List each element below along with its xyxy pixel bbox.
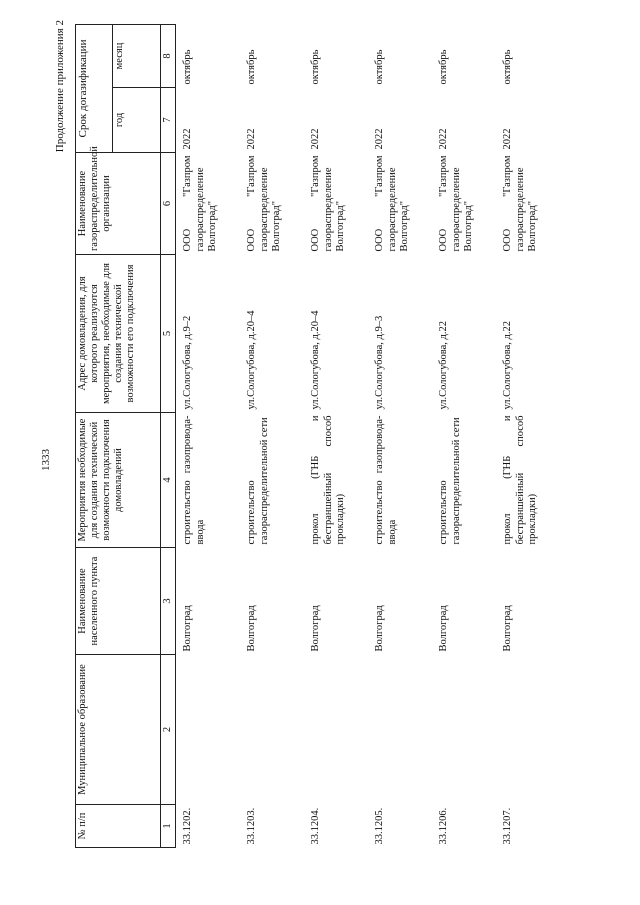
column-number: 3 bbox=[160, 547, 176, 655]
cell-row-number: 33.1207. bbox=[502, 807, 513, 845]
cell-month: октябрь bbox=[310, 49, 321, 85]
header-municipality: Муниципальное образование bbox=[75, 654, 161, 805]
header-measures: Мероприятия необходимые для создания тех… bbox=[75, 412, 161, 548]
cell-organization: ООО "Газпром газораспределение Волгоград… bbox=[502, 155, 538, 252]
cell-year: 2022 bbox=[246, 128, 257, 150]
column-number: 1 bbox=[160, 804, 176, 848]
table-row: 33.1205. Волгоград строительство газопрово… bbox=[368, 24, 432, 847]
cell-row-number: 33.1202. bbox=[182, 807, 193, 845]
cell-address: ул.Сологубова, д.9–3 bbox=[374, 315, 385, 410]
table-row: 33.1202. Волгоград строительство газопрово… bbox=[176, 24, 241, 847]
column-number: 4 bbox=[160, 412, 176, 548]
cell-settlement: Волгоград bbox=[502, 605, 513, 652]
column-number: 7 bbox=[160, 87, 176, 153]
cell-organization: ООО "Газпром газораспределение Волгоград… bbox=[182, 155, 218, 252]
cell-municipality bbox=[304, 655, 368, 805]
table-row: 33.1204. Волгоград прокол (ГНБ и бестранше… bbox=[304, 24, 368, 847]
header-settlement: Наименование населенного пункта bbox=[75, 547, 161, 655]
cell-organization: ООО "Газпром газораспределение Волгоград… bbox=[438, 155, 474, 252]
cell-municipality bbox=[368, 655, 432, 805]
cell-month: октябрь bbox=[246, 49, 257, 85]
cell-settlement: Волгоград bbox=[182, 605, 193, 652]
cell-settlement: Волгоград bbox=[438, 605, 449, 652]
column-number: 8 bbox=[160, 24, 176, 88]
cell-address: ул.Сологубова, д.22 bbox=[438, 321, 449, 410]
header-year: год bbox=[112, 87, 161, 153]
cell-year: 2022 bbox=[310, 128, 321, 150]
cell-month: октябрь bbox=[502, 49, 513, 85]
cell-row-number: 33.1206. bbox=[438, 807, 449, 845]
cell-organization: ООО "Газпром газораспределение Волгоград… bbox=[246, 155, 282, 252]
cell-year: 2022 bbox=[182, 128, 193, 150]
cell-settlement: Волгоград bbox=[246, 605, 257, 652]
cell-measure: прокол (ГНБ и бестраншейный способ прокл… bbox=[310, 415, 346, 545]
header-address: Адрес домовладения, для которого реализу… bbox=[75, 254, 161, 413]
column-number: 6 bbox=[160, 152, 176, 255]
continuation-label: Продолжение приложения 2 bbox=[54, 20, 66, 153]
cell-address: ул.Сологубова, д.20–4 bbox=[246, 310, 257, 410]
page-number: 1333 bbox=[40, 449, 52, 471]
cell-municipality bbox=[496, 655, 560, 805]
cell-settlement: Волгоград bbox=[310, 605, 321, 652]
cell-month: октябрь bbox=[438, 49, 449, 85]
gasification-table: № п/п Муниципальное образование Наименов… bbox=[75, 24, 560, 848]
cell-address: ул.Сологубова, д.20–4 bbox=[310, 310, 321, 410]
cell-organization: ООО "Газпром газораспределение Волгоград… bbox=[310, 155, 346, 252]
header-organization: Наименование газораспределительной орган… bbox=[75, 146, 161, 255]
cell-municipality bbox=[176, 655, 241, 805]
cell-measure: прокол (ГНБ и бестраншейный способ прокл… bbox=[502, 415, 538, 545]
cell-row-number: 33.1205. bbox=[374, 807, 385, 845]
cell-row-number: 33.1204. bbox=[310, 807, 321, 845]
cell-measure: строительство газораспределительной сети bbox=[246, 417, 270, 545]
cell-month: октябрь bbox=[182, 49, 193, 85]
cell-measure: строительство газораспределительной сети bbox=[438, 417, 462, 545]
cell-municipality bbox=[432, 655, 496, 805]
table-row: 33.1206. Волгоград строительство газораспр… bbox=[432, 24, 496, 847]
header-month: месяц bbox=[112, 24, 161, 88]
cell-measure: строительство газопровода-ввода bbox=[182, 415, 206, 545]
column-number: 5 bbox=[160, 254, 176, 413]
table-row: 33.1207. Волгоград прокол (ГНБ и бестранше… bbox=[496, 24, 560, 847]
header-deadline: Срок догазификации bbox=[75, 24, 113, 153]
cell-year: 2022 bbox=[438, 128, 449, 150]
cell-measure: строительство газопровода-ввода bbox=[374, 415, 398, 545]
cell-municipality bbox=[240, 655, 304, 805]
column-number: 2 bbox=[160, 654, 176, 805]
cell-year: 2022 bbox=[502, 128, 513, 150]
cell-year: 2022 bbox=[374, 128, 385, 150]
cell-month: октябрь bbox=[374, 49, 385, 85]
cell-address: ул.Сологубова, д.22 bbox=[502, 321, 513, 410]
cell-row-number: 33.1203. bbox=[246, 807, 257, 845]
cell-address: ул.Сологубова, д.9–2 bbox=[182, 315, 193, 410]
cell-settlement: Волгоград bbox=[374, 605, 385, 652]
table-row: 33.1203. Волгоград строительство газораспр… bbox=[240, 24, 304, 847]
cell-organization: ООО "Газпром газораспределение Волгоград… bbox=[374, 155, 410, 252]
header-number: № п/п bbox=[75, 804, 161, 848]
